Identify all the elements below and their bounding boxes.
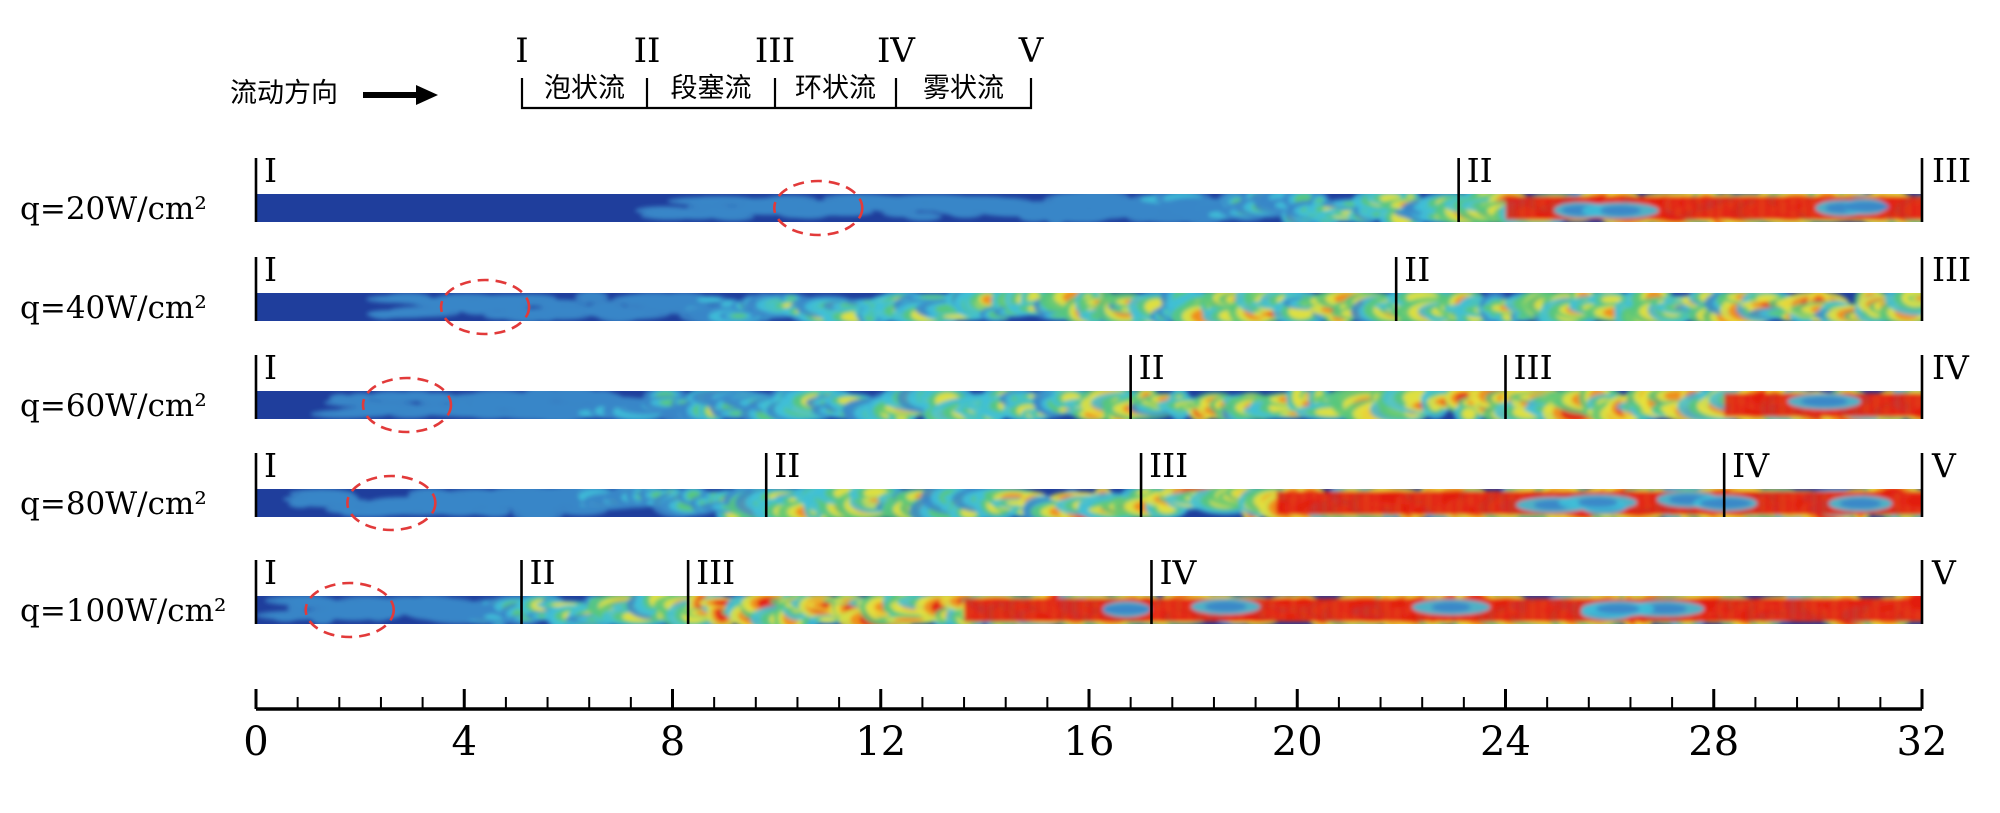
legend-marker-III: III [755, 31, 795, 71]
phase-field [310, 391, 1922, 419]
axis-tick-label: 12 [855, 719, 906, 765]
transition-marker-label: I [264, 446, 277, 485]
phase-field [635, 194, 1922, 222]
heat-flux-label: q=20W/cm² [20, 191, 207, 227]
transition-marker-label: I [264, 250, 277, 289]
legend-regime-label: 雾状流 [923, 73, 1004, 104]
transition-marker-label: IV [1732, 446, 1770, 485]
axis-tick-label: 20 [1272, 719, 1323, 765]
transition-marker-label: V [1931, 446, 1957, 485]
axis-tick-label: 8 [660, 719, 685, 765]
length-axis: 0 4 8 12 16 20 24 28 32 [243, 689, 1947, 765]
phase-field [366, 293, 1922, 321]
transition-marker-label: III [1149, 446, 1188, 485]
nucleation-bubble-circle [772, 179, 864, 237]
transition-marker-label: III [1932, 250, 1971, 289]
transition-marker-label: IV [1159, 553, 1197, 592]
transition-marker-label: II [1139, 348, 1165, 387]
axis-tick-label: 0 [243, 719, 268, 765]
legend-regime-label: 环状流 [795, 73, 876, 104]
nucleation-bubble-circle [304, 581, 396, 639]
transition-marker-label: I [264, 553, 277, 592]
nucleation-bubble-circle [439, 278, 531, 336]
transition-marker-label: II [1467, 151, 1493, 190]
heat-flux-label: q=60W/cm² [20, 388, 207, 424]
heat-flux-label: q=100W/cm² [20, 593, 226, 629]
transition-marker-label: III [1932, 151, 1971, 190]
axis-tick-label: 16 [1064, 719, 1115, 765]
flow-direction-label: 流动方向 [230, 78, 338, 109]
transition-marker-label: V [1931, 553, 1957, 592]
legend-regime-label: 泡状流 [544, 73, 625, 104]
legend-marker-V: V [1018, 31, 1045, 71]
transition-marker-label: I [264, 151, 277, 190]
transition-marker-label: II [774, 446, 800, 485]
nucleation-bubble-circle [361, 376, 453, 434]
legend-regime-label: 段塞流 [671, 73, 752, 104]
phase-field [282, 489, 1922, 517]
transition-marker-label: IV [1932, 348, 1970, 387]
axis-tick-label: 4 [452, 719, 477, 765]
axis-tick-label: 24 [1480, 719, 1531, 765]
phase-field [256, 596, 1922, 624]
transition-marker-label: III [696, 553, 735, 592]
heat-flux-label: q=40W/cm² [20, 290, 207, 326]
nucleation-bubble-circle [346, 474, 437, 532]
transition-marker-label: III [1514, 348, 1553, 387]
legend-marker-IV: IV [877, 31, 916, 71]
flow-direction-arrow-icon [363, 85, 438, 105]
legend-marker-I: I [515, 31, 528, 71]
axis-tick-label: 28 [1688, 719, 1739, 765]
transition-marker-label: II [1404, 250, 1430, 289]
heat-flux-label: q=80W/cm² [20, 486, 207, 522]
axis-tick-label: 32 [1897, 719, 1948, 765]
transition-marker-label: II [530, 553, 556, 592]
transition-marker-label: I [264, 348, 277, 387]
legend-marker-II: II [634, 31, 661, 71]
